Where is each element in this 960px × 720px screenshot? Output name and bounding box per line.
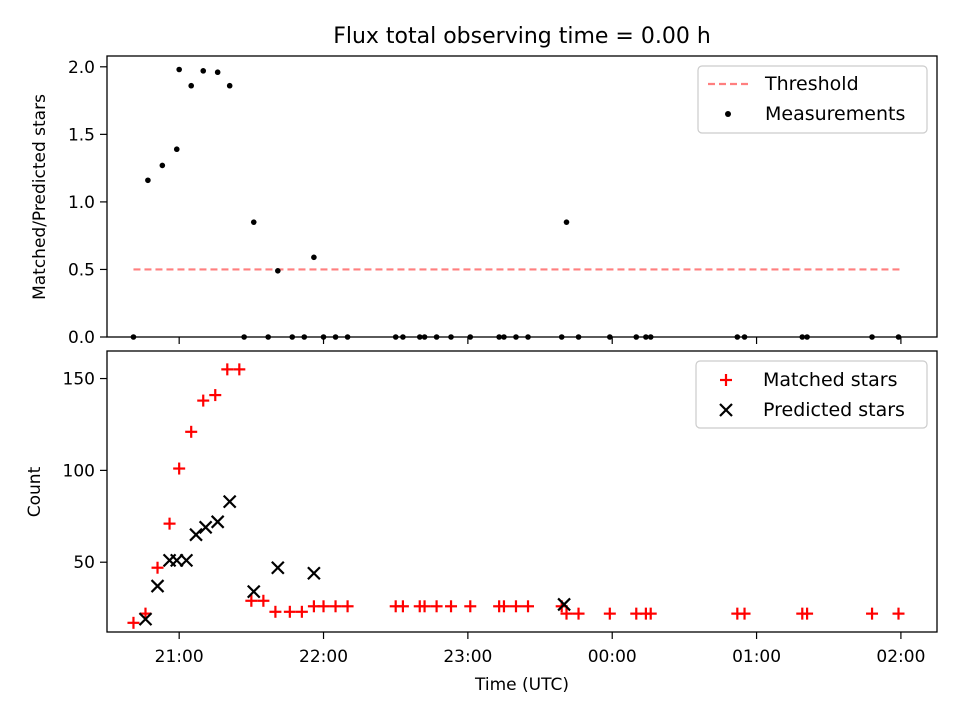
measurement-point	[188, 82, 195, 89]
legend-predicted-label: Predicted stars	[763, 399, 905, 421]
bottom-y-tick-label: 150	[63, 370, 95, 390]
top-y-tick-label: 1.0	[68, 193, 95, 213]
measurement-point	[563, 219, 570, 225]
top-legend-box	[697, 65, 928, 134]
predicted-star-point	[150, 579, 165, 593]
legend-matched-label: Matched stars	[763, 369, 897, 391]
matched-star-point	[418, 600, 431, 613]
matched-star-point	[892, 607, 905, 620]
matched-star-point	[464, 600, 477, 613]
legend-predicted-x-icon	[719, 403, 733, 417]
matched-star-point	[396, 600, 409, 613]
x-tick-label: 23:00	[443, 647, 492, 667]
matched-star-point	[497, 600, 510, 613]
top-y-tick-label: 2.0	[68, 58, 95, 78]
bottom-legend: Matched stars Predicted stars	[695, 360, 928, 429]
x-axis-label: Time (UTC)	[474, 675, 569, 695]
matched-star-point	[245, 594, 258, 607]
legend-threshold-label: Threshold	[764, 73, 859, 95]
measurement-point	[275, 268, 281, 274]
matched-star-point	[233, 363, 246, 376]
bottom-panel-marks	[127, 363, 905, 629]
matched-star-point	[572, 607, 585, 620]
predicted-star-point	[307, 566, 321, 581]
matched-star-point	[283, 605, 296, 618]
measurement-point	[176, 66, 182, 73]
top-panel-y-axis-label: Matched/Predicted stars	[30, 94, 50, 300]
measurement-point	[200, 68, 207, 74]
matched-star-point	[257, 594, 270, 607]
matched-star-point	[445, 600, 458, 613]
matched-star-point	[127, 616, 140, 629]
matched-star-point	[221, 363, 234, 376]
measurement-point	[173, 146, 180, 153]
matched-star-point	[295, 605, 308, 618]
matched-star-point	[866, 607, 879, 620]
predicted-star-point	[222, 494, 237, 509]
bottom-legend-box	[695, 360, 928, 429]
bottom-panel-frame	[106, 350, 938, 633]
matched-star-point	[341, 600, 354, 613]
predicted-star-point	[271, 560, 285, 575]
x-tick-label: 01:00	[732, 647, 781, 667]
predicted-star-point	[246, 584, 261, 599]
matched-star-point	[522, 600, 535, 613]
predicted-star-point	[557, 597, 571, 612]
measurement-point	[250, 219, 257, 225]
matched-star-point	[644, 607, 657, 620]
matched-star-point	[560, 607, 573, 620]
matched-star-point	[430, 600, 443, 613]
top-panel: 0.00.51.01.52.0 Matched/Predicted stars …	[30, 55, 938, 348]
predicted-star-point	[210, 515, 225, 529]
predicted-star-point	[189, 527, 203, 542]
predicted-star-point	[169, 553, 184, 568]
top-legend: Threshold Measurements	[697, 65, 928, 134]
matched-star-point	[738, 607, 751, 620]
predicted-star-point	[138, 612, 153, 626]
top-panel-y-axis: 0.0 0.5 1.0 1.5 2.0	[68, 58, 107, 348]
measurement-point	[226, 82, 233, 89]
matched-star-point	[173, 462, 186, 475]
top-y-tick-label: 1.5	[68, 125, 95, 145]
matched-star-point	[197, 394, 210, 407]
bottom-panel-y-axis: 50 100 150	[63, 370, 107, 573]
matched-star-point	[209, 389, 222, 402]
chart-title: Flux total observing time = 0.00 h	[333, 24, 711, 49]
top-panel-frame	[106, 55, 938, 338]
bottom-y-tick-label: 50	[73, 553, 95, 573]
x-tick-label: 00:00	[588, 647, 637, 667]
x-tick-label: 21:00	[155, 647, 204, 667]
matched-star-point	[603, 607, 616, 620]
legend-measurements-label: Measurements	[765, 103, 905, 125]
bottom-panel-y-axis-label: Count	[25, 466, 45, 517]
top-y-tick-label: 0.5	[68, 260, 95, 280]
legend-matched-plus-icon	[720, 374, 732, 386]
top-panel-x-ticks	[178, 337, 902, 344]
matched-star-point	[509, 600, 522, 613]
measurement-point	[145, 177, 151, 184]
legend-measurements-dot-icon	[725, 111, 731, 117]
matched-star-point	[163, 517, 176, 530]
matched-star-point	[185, 425, 198, 438]
measurement-point	[159, 162, 166, 169]
x-tick-label: 22:00	[299, 647, 348, 667]
matched-star-point	[317, 600, 330, 613]
predicted-star-point	[179, 553, 194, 568]
top-panel-marks	[130, 66, 902, 340]
predicted-star-point	[198, 520, 213, 535]
measurement-point	[311, 254, 317, 261]
matched-star-point	[329, 600, 342, 613]
measurement-point	[214, 69, 221, 76]
bottom-y-tick-label: 100	[63, 461, 95, 481]
matched-star-point	[269, 605, 282, 618]
matched-star-point	[801, 607, 814, 620]
top-y-tick-label: 0.0	[68, 328, 95, 348]
matched-star-point	[151, 561, 164, 574]
x-tick-label: 02:00	[876, 647, 925, 667]
bottom-panel-x-axis: 21:00 22:00 23:00 00:00 01:00 02:00	[155, 632, 925, 667]
